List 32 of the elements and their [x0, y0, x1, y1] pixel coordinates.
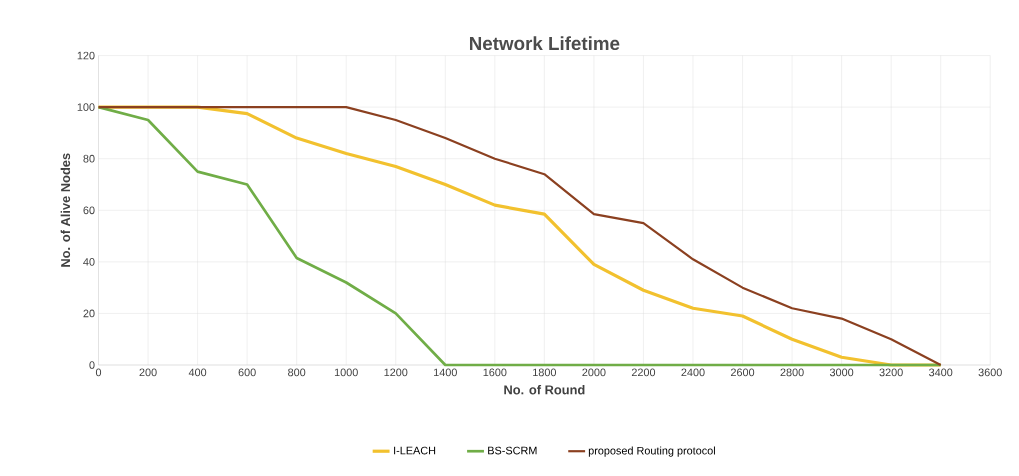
x-tick-label: 800 — [288, 368, 306, 377]
y-tick-label: 80 — [83, 154, 95, 163]
x-tick-label: 2200 — [631, 368, 656, 377]
x-tick-label: 0 — [95, 368, 102, 377]
x-tick-label: 1000 — [334, 368, 358, 377]
x-tick-label: 3200 — [879, 368, 903, 377]
y-tick-label: 100 — [77, 103, 95, 111]
y-tick-label: 20 — [83, 309, 95, 318]
x-tick-label: 200 — [139, 368, 157, 377]
y-tick-label: 0 — [89, 361, 95, 369]
y-tick-label: 60 — [83, 206, 95, 215]
x-tick-label: 1200 — [384, 368, 408, 377]
x-tick-label: 3600 — [978, 368, 1002, 377]
x-tick-label: 400 — [188, 368, 207, 377]
y-axis-title: No. of Alive Nodes — [60, 153, 71, 267]
x-tick-label: 1600 — [483, 368, 507, 377]
x-tick-label: 1400 — [434, 368, 457, 377]
x-axis-title: No. of Round — [504, 384, 585, 395]
legend-label: proposed Routing protocol — [588, 446, 715, 457]
y-tick-label: 120 — [77, 51, 95, 60]
x-tick-label: 2800 — [780, 368, 804, 377]
legend-label: BS-SCRM — [488, 446, 537, 455]
x-tick-label: 3400 — [929, 368, 953, 377]
chart-title: Network Lifetime — [469, 36, 620, 51]
y-tick-label: 40 — [83, 257, 95, 266]
x-tick-label: 2600 — [730, 368, 755, 377]
x-tick-label: 2400 — [681, 368, 705, 377]
x-tick-label: 3000 — [829, 368, 854, 377]
legend-label: I-LEACH — [394, 446, 436, 455]
x-tick-label: 2000 — [582, 368, 606, 377]
x-tick-label: 1800 — [533, 368, 557, 377]
x-tick-label: 600 — [238, 368, 256, 377]
